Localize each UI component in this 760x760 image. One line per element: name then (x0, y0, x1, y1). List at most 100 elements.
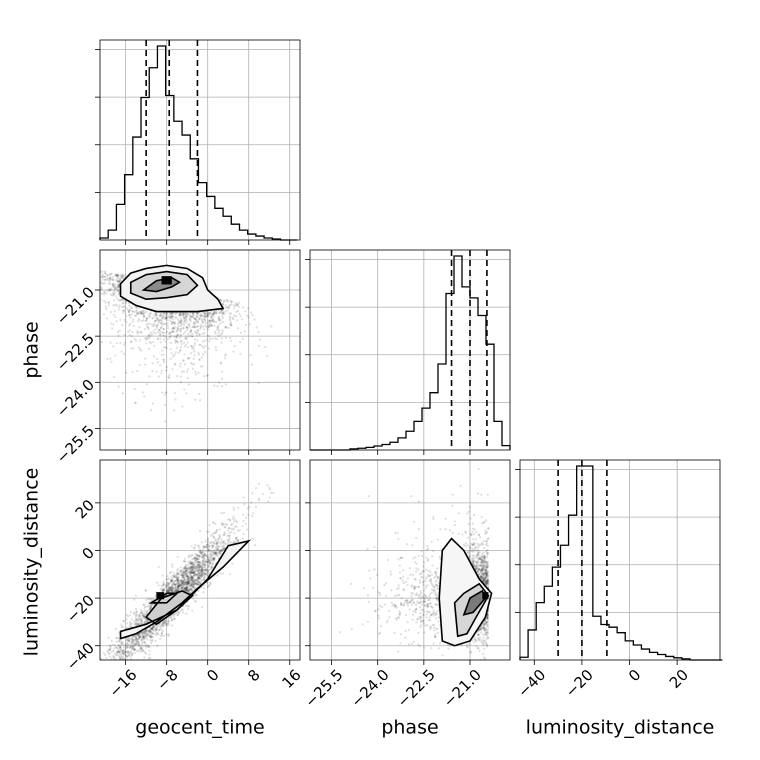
sample-point (100, 286, 103, 289)
sample-point (191, 585, 194, 588)
sample-point (186, 581, 189, 584)
sample-point (163, 322, 166, 326)
sample-point (133, 337, 136, 341)
sample-point (212, 536, 215, 539)
sample-point (157, 375, 160, 378)
sample-point (152, 355, 156, 358)
sample-point (189, 583, 192, 586)
sample-point (146, 316, 149, 319)
sample-point (113, 288, 116, 291)
sample-point (266, 354, 269, 357)
sample-point (161, 332, 164, 335)
sample-point (143, 395, 146, 398)
sample-point (201, 320, 205, 324)
sample-point (217, 317, 220, 320)
sample-point (244, 522, 247, 525)
sample-point (189, 580, 192, 584)
sample-point (228, 527, 231, 530)
sample-point (104, 272, 107, 276)
sample-point (137, 645, 140, 648)
sample-point (217, 538, 220, 541)
sample-point (216, 327, 219, 330)
sample-point (174, 351, 177, 354)
sample-point (222, 544, 225, 548)
sample-point (191, 582, 194, 585)
sample-point (144, 630, 147, 633)
sample-point (167, 581, 170, 584)
sample-point (210, 567, 213, 570)
sample-point (198, 343, 201, 346)
sample-point (177, 324, 180, 328)
sample-point (175, 316, 178, 319)
sample-point (185, 612, 188, 615)
sample-point (181, 585, 185, 588)
sample-point (112, 655, 115, 658)
sample-point (204, 344, 207, 348)
sample-point (140, 619, 143, 623)
sample-point (196, 575, 200, 578)
sample-point (228, 318, 231, 322)
sample-point (199, 343, 202, 347)
sample-point (149, 629, 152, 633)
sample-point (168, 335, 171, 338)
sample-point (139, 310, 142, 313)
sample-point (254, 487, 258, 490)
sample-point (228, 317, 232, 320)
sample-point (194, 582, 198, 585)
sample-point (167, 582, 170, 585)
sample-point (163, 624, 167, 627)
sample-point (182, 576, 185, 579)
sample-point (212, 557, 215, 561)
sample-point (122, 299, 125, 302)
sample-point (180, 571, 183, 574)
sample-point (172, 326, 175, 329)
sample-point (124, 644, 127, 647)
sample-point (106, 277, 109, 280)
sample-point (211, 337, 214, 340)
sample-point (264, 345, 267, 349)
sample-point (204, 324, 207, 327)
sample-point (209, 562, 212, 565)
sample-point (193, 323, 196, 326)
sample-point (156, 326, 159, 329)
sample-point (154, 628, 157, 631)
sample-point (135, 610, 139, 613)
sample-point (189, 581, 192, 584)
sample-point (109, 655, 112, 658)
sample-point (168, 616, 171, 620)
sample-point (176, 581, 179, 585)
sample-point (136, 619, 139, 622)
sample-point (216, 554, 219, 557)
sample-point (152, 626, 156, 629)
sample-point (142, 614, 145, 617)
sample-point (115, 320, 118, 323)
sample-point (158, 332, 162, 335)
sample-point (122, 643, 125, 646)
sample-point (194, 318, 197, 321)
sample-point (171, 583, 174, 586)
sample-point (129, 652, 132, 655)
sample-point (189, 361, 193, 365)
sample-point (149, 656, 152, 660)
sample-point (128, 640, 131, 643)
sample-point (203, 315, 206, 318)
sample-point (212, 319, 215, 322)
sample-point (208, 549, 211, 552)
sample-point (168, 586, 171, 589)
sample-point (172, 327, 175, 330)
sample-point (195, 578, 198, 581)
sample-point (215, 552, 218, 556)
sample-point (154, 628, 157, 631)
sample-point (159, 312, 163, 315)
sample-point (186, 345, 190, 349)
sample-point (191, 565, 194, 568)
sample-point (188, 318, 192, 321)
sample-point (166, 575, 169, 578)
sample-point (181, 574, 184, 577)
sample-point (167, 634, 170, 637)
sample-point (120, 653, 123, 656)
sample-point (190, 344, 194, 348)
sample-point (195, 572, 198, 576)
sample-point (202, 578, 205, 581)
sample-point (149, 627, 152, 630)
